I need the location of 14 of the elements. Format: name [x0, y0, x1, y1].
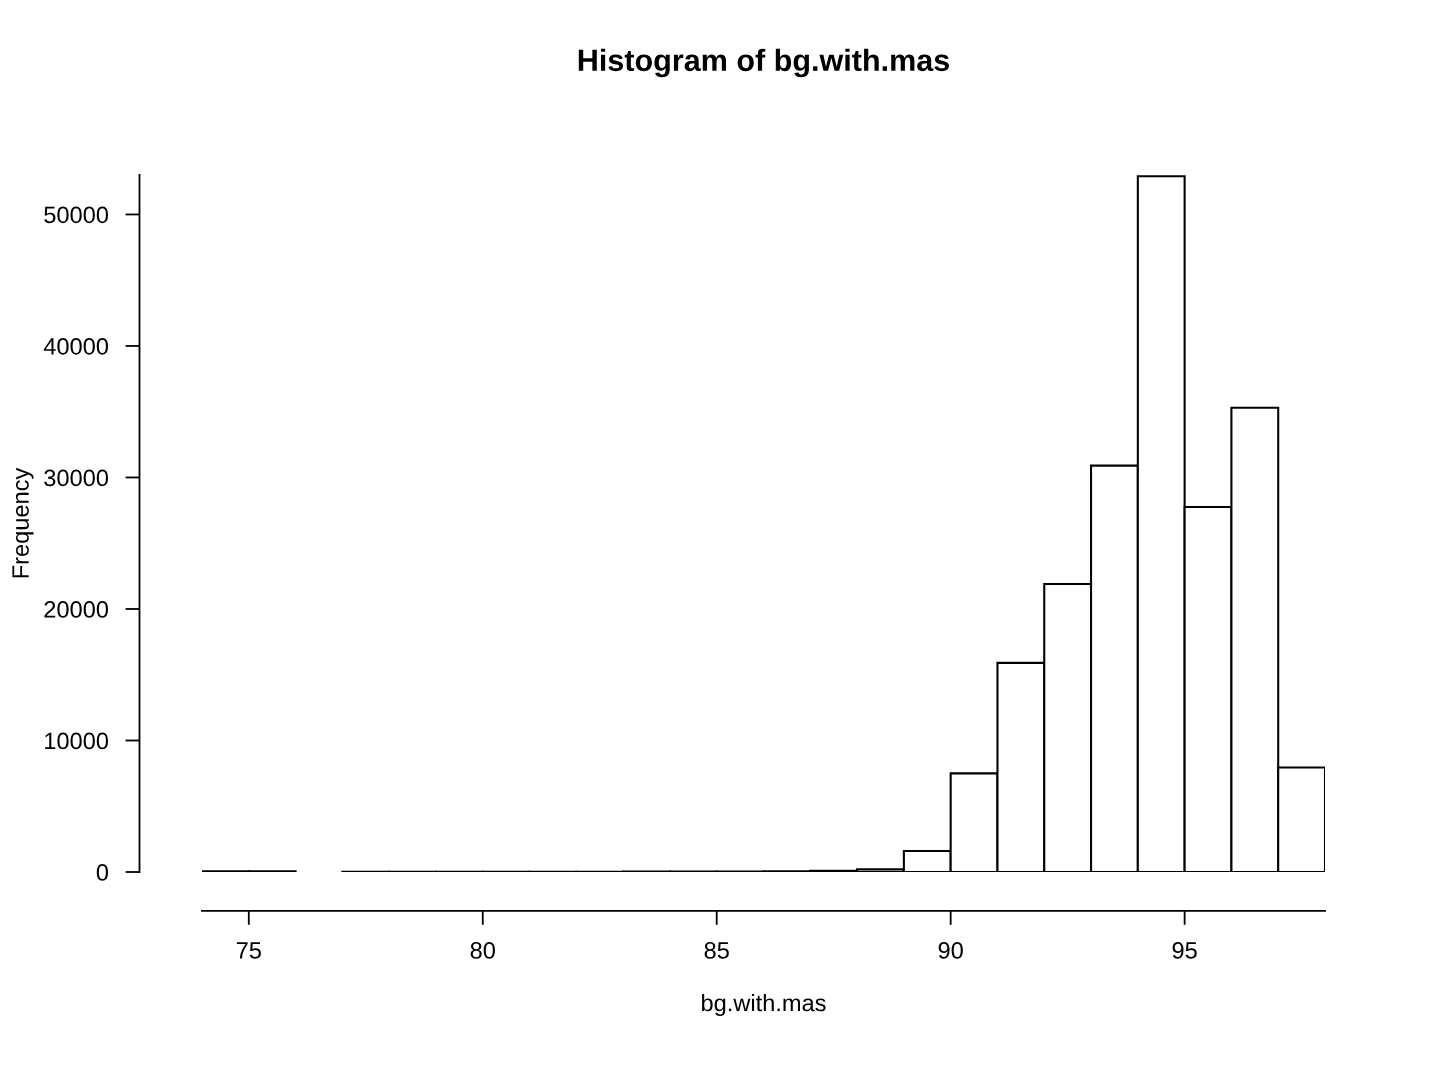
- y-tick-label: 30000: [44, 469, 109, 487]
- y-tick-label: 20000: [44, 601, 109, 618]
- x-tick-label: 80: [470, 942, 495, 959]
- x-tick-label: 90: [938, 942, 963, 959]
- y-axis-title: Frequency: [12, 467, 34, 578]
- x-tick-label: 75: [236, 942, 261, 959]
- y-tick-label: 40000: [43, 338, 109, 355]
- chart-title: Histogram of bg.with.mas: [578, 48, 949, 78]
- x-tick-label: 95: [1172, 942, 1197, 959]
- y-tick-label: 50000: [44, 206, 109, 224]
- x-axis-title: bg.with.mas: [702, 994, 826, 1017]
- x-tick-label: 85: [704, 942, 729, 959]
- y-tick-label: 0: [96, 864, 109, 881]
- y-tick-label: 10000: [45, 732, 109, 750]
